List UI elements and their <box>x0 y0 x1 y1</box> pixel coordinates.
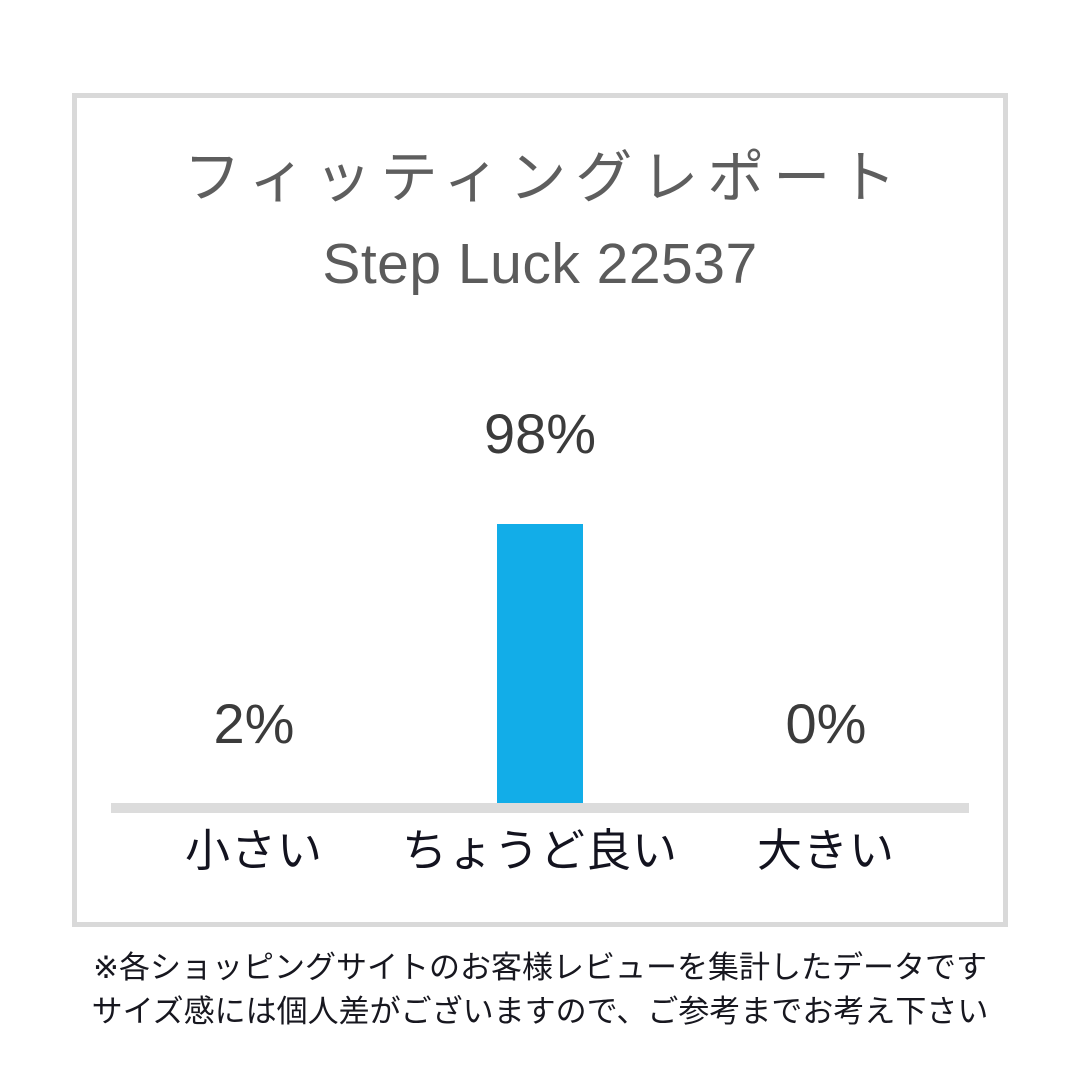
category-label-small: 小さい <box>184 825 323 876</box>
bar-column-large: 0% <box>683 398 969 812</box>
report-card: フィッティングレポート Step Luck 22537 2% 98% 0% <box>72 93 1008 927</box>
bar-value-small: 2% <box>213 692 295 755</box>
bar-value-large: 0% <box>785 692 867 755</box>
chart-plot-area: 2% 98% 0% <box>111 398 969 812</box>
chart-baseline <box>111 803 969 813</box>
footnote-line-1: ※各ショッピングサイトのお客様レビューを集計したデータです <box>93 950 987 985</box>
bar-value-just-right: 98% <box>483 402 597 465</box>
bar-just-right <box>497 524 583 812</box>
category-label-large: 大きい <box>756 825 895 876</box>
fitting-bar-chart: 2% 98% 0% 小さい ちょうど良い 大きい <box>77 98 1003 922</box>
page-title: フィッティングレポート <box>183 146 906 210</box>
category-label-row: 小さい ちょうど良い 大きい <box>111 824 969 894</box>
product-name: Step Luck 22537 <box>322 231 758 296</box>
category-label-just-right: ちょうど良い <box>401 825 678 876</box>
title-block: フィッティングレポート Step Luck 22537 <box>77 146 1003 297</box>
footnote-line-2: サイズ感には個人差がございますので、ご参考までお考え下さい <box>91 994 989 1030</box>
footnote: ※各ショッピングサイトのお客様レビューを集計したデータです サイズ感には個人差が… <box>0 946 1080 1034</box>
bar-column-small: 2% <box>111 398 397 812</box>
bar-column-just-right: 98% <box>397 398 683 812</box>
